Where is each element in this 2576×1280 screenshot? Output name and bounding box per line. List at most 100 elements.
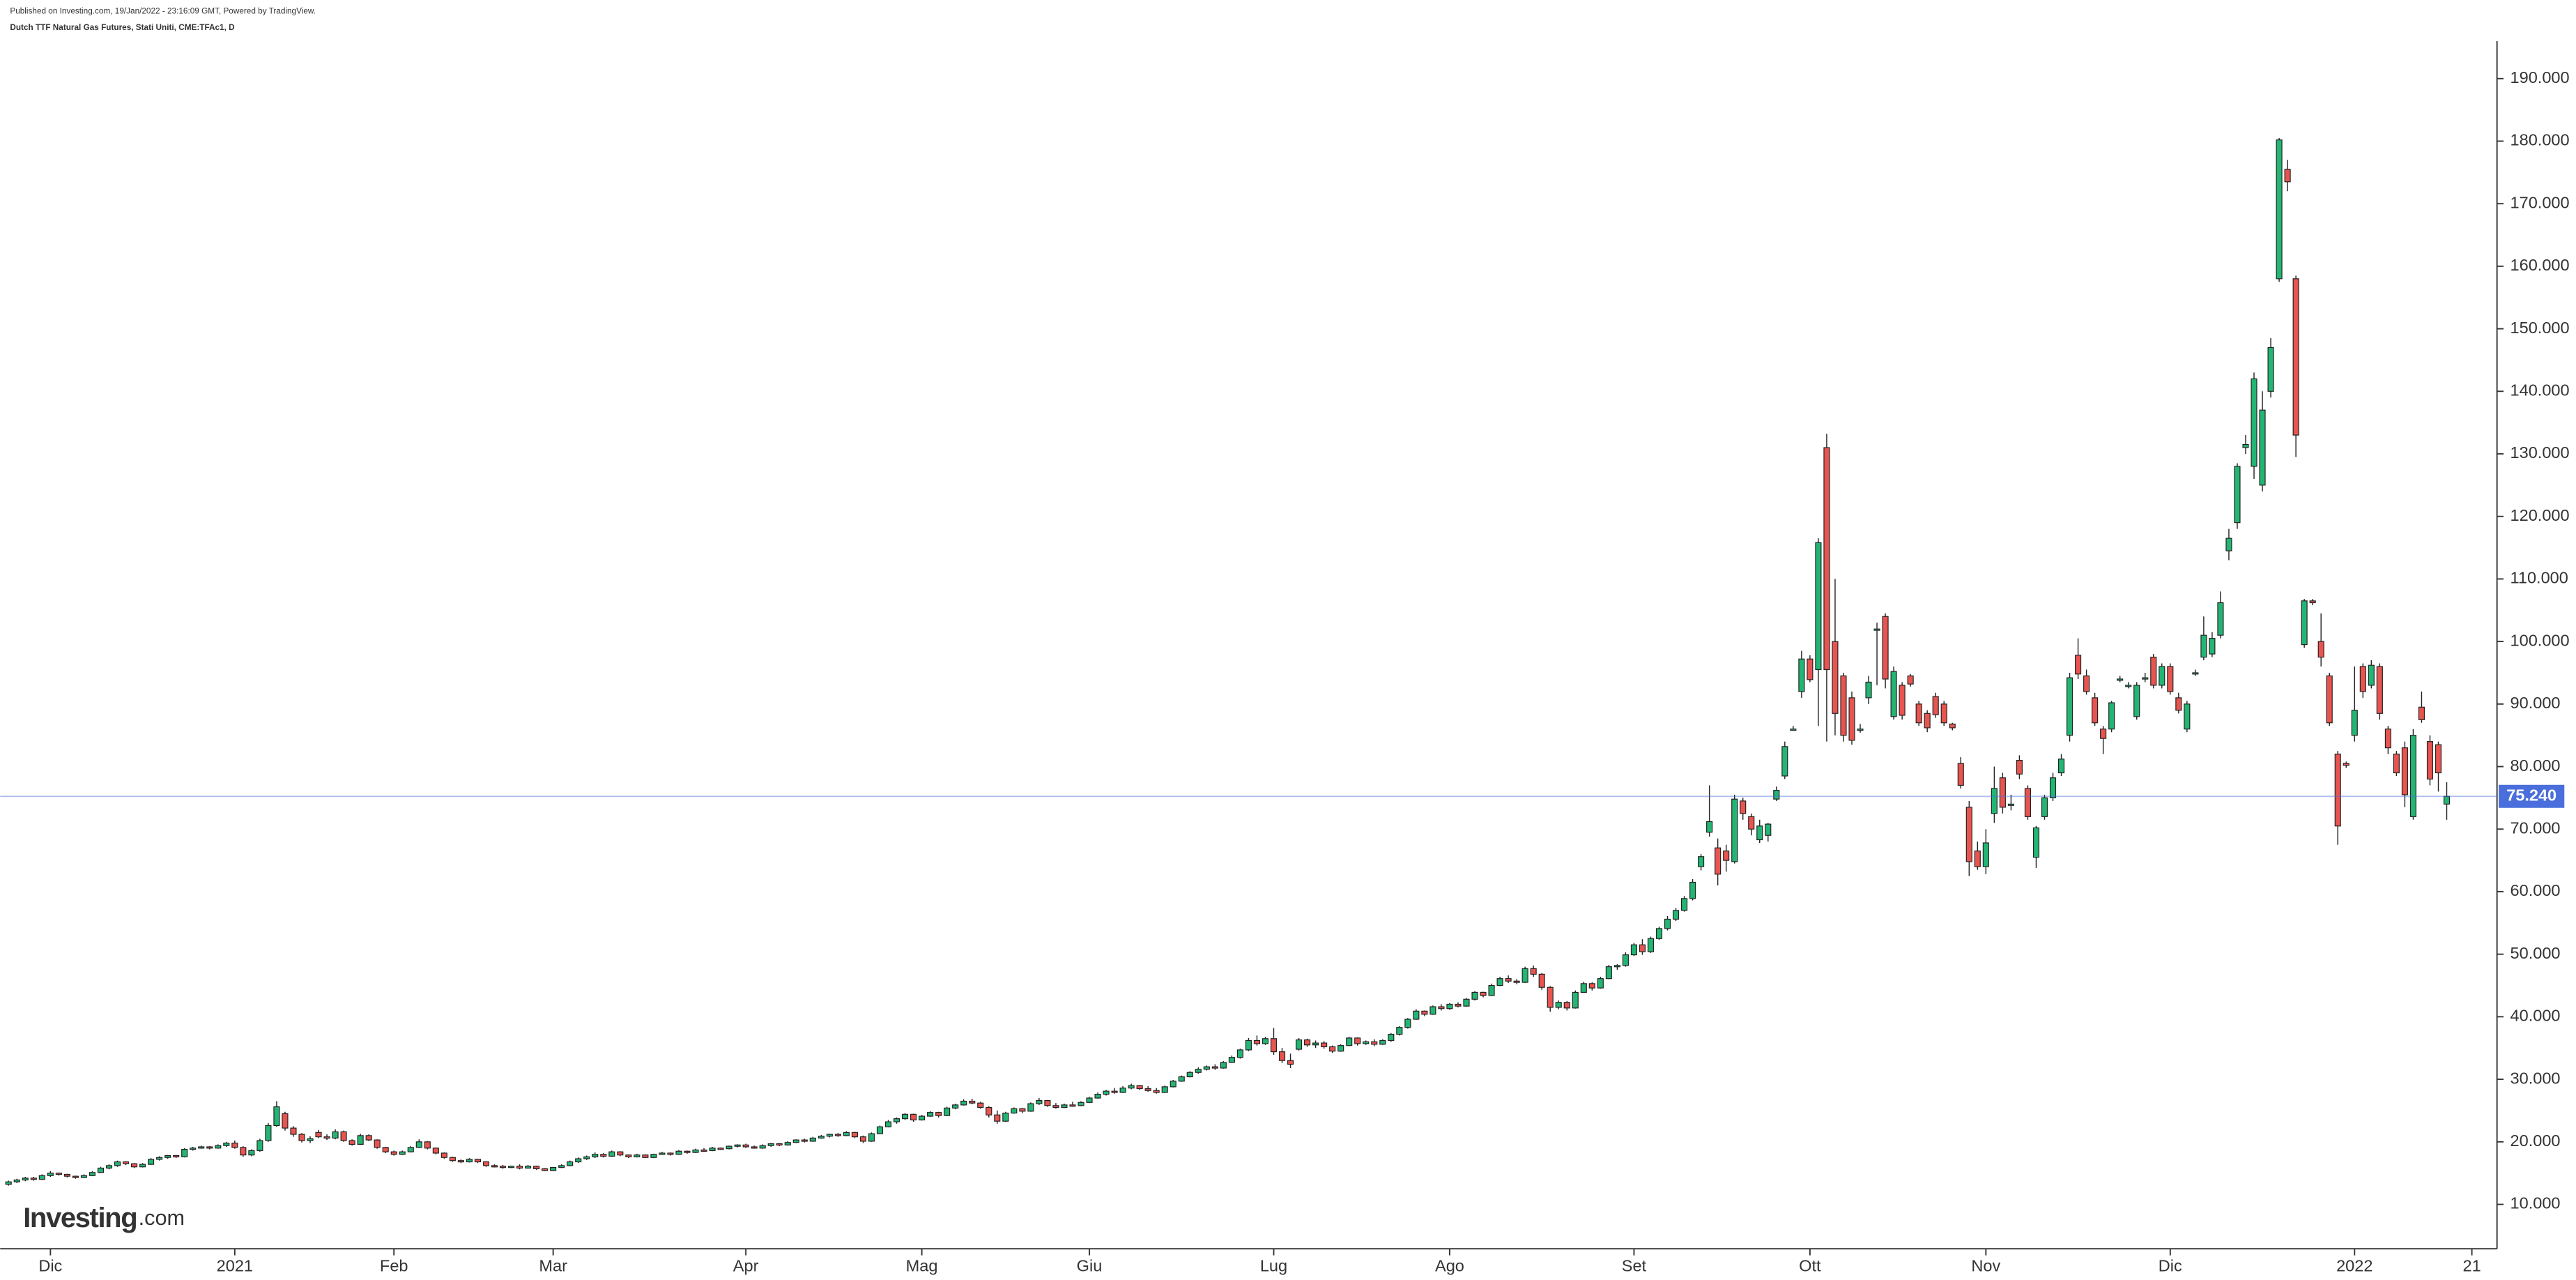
candle-body (1999, 777, 2006, 808)
candle-body (542, 1168, 549, 1171)
candle-body (2066, 677, 2073, 736)
candle-body (457, 1160, 464, 1163)
candle-body (742, 1144, 749, 1148)
candle-body (1480, 991, 1487, 996)
candle-body (2159, 666, 2165, 686)
candle-body (340, 1131, 347, 1141)
candle-body (969, 1100, 976, 1104)
y-tick-label: 20.000 (2510, 1132, 2561, 1150)
candle-body (282, 1113, 289, 1129)
candle-body (2284, 169, 2291, 183)
candle-body (1781, 746, 1788, 777)
candle-body (1011, 1108, 1018, 1114)
candle-body (499, 1166, 507, 1168)
candle-body (809, 1137, 816, 1142)
x-tick-label: 2021 (217, 1256, 253, 1274)
candle-body (89, 1172, 96, 1176)
candle-body (1471, 991, 1478, 1000)
candle-body (1161, 1086, 1168, 1093)
candle-body (432, 1148, 439, 1154)
candle-body (1655, 928, 1663, 939)
candle-body (1052, 1105, 1059, 1108)
candle-body (231, 1143, 238, 1148)
candle-body (1940, 703, 1947, 724)
candle-body (2192, 672, 2199, 675)
candle-body (164, 1155, 171, 1158)
y-tick-label: 100.000 (2510, 631, 2570, 649)
candle-body (667, 1152, 674, 1155)
candle-body (642, 1155, 649, 1158)
candle-body (206, 1146, 213, 1149)
candle-body (792, 1139, 799, 1143)
logo-name: Investing (23, 1202, 137, 1233)
candle-body (399, 1151, 406, 1155)
candle-body (2301, 600, 2308, 646)
candle-body (1857, 729, 1864, 731)
candle-body (2435, 744, 2442, 774)
last-price-label: 75.240 (2506, 786, 2556, 804)
y-tick-label: 90.000 (2510, 694, 2561, 712)
candle-body (1488, 984, 1495, 996)
x-tick-label: Ott (1799, 1256, 1821, 1274)
candle-body (1605, 966, 1612, 980)
candle-body (1815, 542, 1822, 671)
candle-body (1094, 1094, 1101, 1099)
candle-body (583, 1156, 590, 1159)
candle-body (2368, 664, 2375, 686)
y-tick-label: 110.000 (2510, 569, 2568, 587)
candle-body (491, 1165, 498, 1168)
candle-body (1555, 1002, 1562, 1008)
candle-body (2041, 797, 2048, 817)
candle-body (1371, 1041, 1378, 1045)
candle-body (47, 1173, 54, 1176)
candle-body (2326, 675, 2333, 724)
candle-body (2016, 759, 2023, 775)
candle-body (2200, 634, 2207, 658)
candle-body (2276, 139, 2283, 280)
candle-body (290, 1127, 297, 1135)
candle-body (919, 1115, 926, 1121)
candle-body (80, 1175, 87, 1178)
x-tick-label: Feb (380, 1256, 408, 1274)
y-tick-label: 160.000 (2510, 256, 2570, 274)
candle-body (1278, 1051, 1286, 1061)
candle-body (567, 1161, 574, 1166)
candle-body (273, 1106, 280, 1127)
y-tick-label: 190.000 (2510, 68, 2570, 86)
candle-body (114, 1161, 121, 1166)
candle-body (323, 1136, 330, 1139)
y-tick-label: 10.000 (2510, 1194, 2561, 1212)
candle-body (575, 1158, 582, 1163)
candle-body (759, 1145, 766, 1149)
candle-body (2167, 666, 2174, 692)
candle-body (2443, 795, 2451, 805)
candle-body (1899, 685, 1906, 716)
candle-body (1253, 1039, 1261, 1044)
candle-body (173, 1155, 180, 1158)
candle-body (1807, 658, 1814, 680)
candle-body (851, 1132, 858, 1138)
candle-body (148, 1159, 155, 1165)
candle-body (1228, 1057, 1235, 1063)
candle-body (2409, 735, 2416, 817)
candle-body (1790, 729, 1797, 731)
candle-body (190, 1148, 197, 1150)
candle-body (1798, 658, 1805, 692)
candle-body (1957, 763, 1964, 786)
candle-body (139, 1164, 146, 1168)
candle-body (105, 1165, 113, 1169)
candle-body (1220, 1062, 1227, 1069)
candle-body (2242, 443, 2249, 448)
y-tick-label: 140.000 (2510, 381, 2570, 399)
y-tick-label: 60.000 (2510, 881, 2561, 899)
candle-body (659, 1152, 666, 1155)
candle-body (2075, 655, 2082, 675)
candle-body (2092, 697, 2099, 724)
candle-body (2209, 638, 2216, 655)
candle-body (1974, 851, 1981, 867)
candle-body (1002, 1112, 1009, 1122)
logo-suffix: .com (139, 1206, 185, 1230)
candle-body (1363, 1041, 1370, 1044)
candle-body (1882, 616, 1889, 680)
